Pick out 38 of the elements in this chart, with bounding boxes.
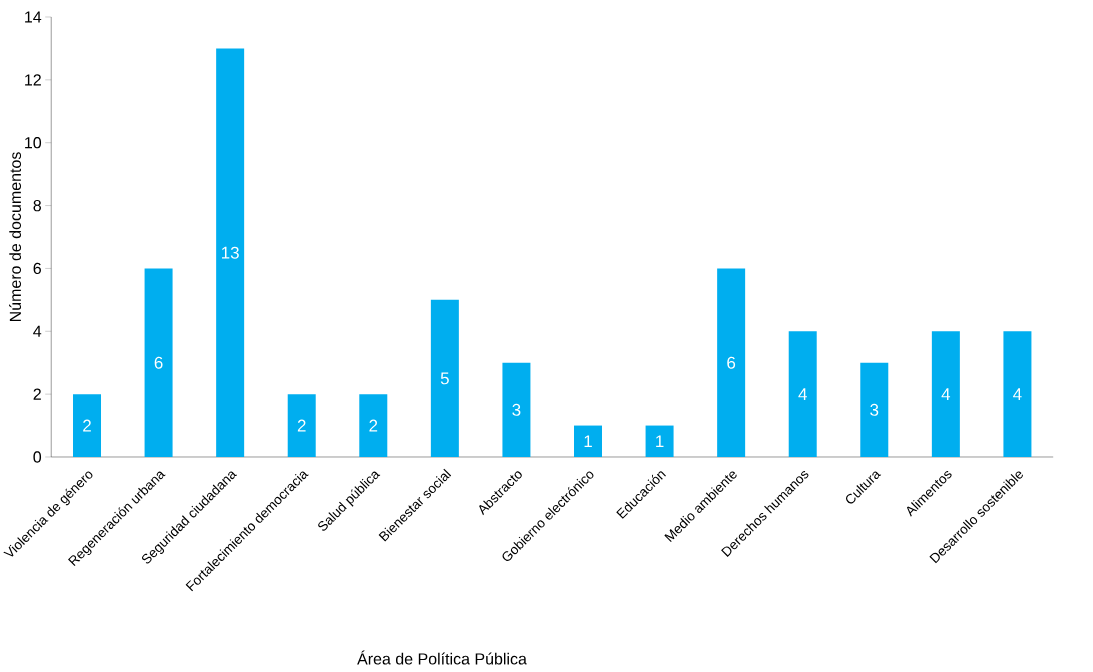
bar xyxy=(574,425,602,457)
bar xyxy=(430,299,459,457)
bar xyxy=(717,268,746,457)
bar xyxy=(1003,331,1032,457)
y-tick-label: 6 xyxy=(33,262,41,275)
data-label: 6 xyxy=(154,356,163,369)
data-label: 2 xyxy=(83,419,91,432)
y-tick-label: 8 xyxy=(33,199,41,212)
data-label: 2 xyxy=(297,419,306,432)
bar xyxy=(788,331,817,457)
y-tick-label: 10 xyxy=(25,137,42,149)
y-tick-label: 4 xyxy=(33,325,42,337)
data-label: 5 xyxy=(440,372,449,385)
y-tick-label: 0 xyxy=(33,451,42,463)
bar xyxy=(216,48,245,457)
y-tick-label: 2 xyxy=(33,388,41,400)
bar xyxy=(931,331,960,457)
data-label: 6 xyxy=(727,356,736,369)
x-axis-title: Área de Política Pública xyxy=(357,650,527,665)
y-tick-label: 14 xyxy=(25,11,42,23)
bar xyxy=(144,268,173,457)
data-label: 1 xyxy=(584,435,592,448)
y-axis-title: Número de documentos xyxy=(9,152,22,322)
bar xyxy=(287,394,316,457)
bar xyxy=(73,394,102,457)
bar xyxy=(860,362,889,457)
data-label: 4 xyxy=(1013,388,1022,400)
data-label: 2 xyxy=(369,419,378,432)
data-label: 4 xyxy=(798,388,807,400)
data-label: 3 xyxy=(512,403,521,416)
bar xyxy=(359,394,388,457)
y-tick-label: 12 xyxy=(25,74,41,86)
data-label: 13 xyxy=(222,246,239,259)
bar xyxy=(502,362,531,457)
data-label: 1 xyxy=(656,435,664,448)
bar xyxy=(645,425,674,457)
data-label: 3 xyxy=(870,403,879,416)
data-label: 4 xyxy=(941,388,951,400)
